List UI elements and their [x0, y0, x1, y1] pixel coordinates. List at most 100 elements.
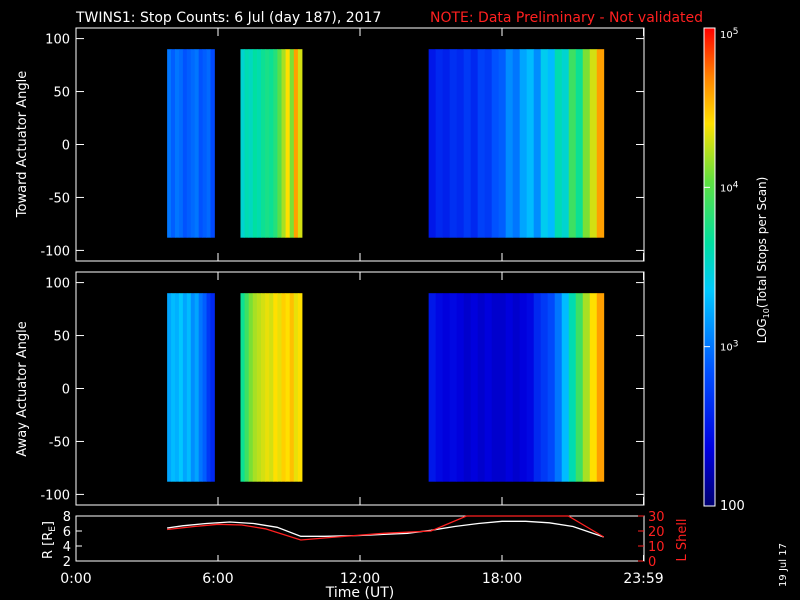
away-y-axis: 100 50 0 -50 -100: [40, 272, 645, 505]
colorbar-label-rest: (Total Stops per Scan): [755, 177, 769, 308]
colorbar-tick-exponent: 3: [733, 340, 739, 350]
toward-heatmap-cell: [175, 49, 180, 238]
toward-heatmap-cell: [206, 49, 211, 238]
away-heatmap-cell: [297, 293, 303, 482]
toward-heatmap-cell: [210, 49, 215, 238]
away-heatmap-cell: [289, 293, 295, 482]
orbit-left-axis-label-close: ]: [41, 521, 56, 526]
toward-heatmap-cell: [449, 49, 458, 238]
away-heatmap-cell: [167, 293, 172, 482]
toward-heatmap-cell: [540, 49, 549, 238]
toward-heatmap-cell: [575, 49, 584, 238]
colorbar-tick-label: 103: [720, 340, 738, 354]
toward-heatmap-cell: [248, 49, 254, 238]
toward-heatmap-cell: [484, 49, 493, 238]
away-heatmap-cell: [484, 293, 493, 482]
toward-heatmap-cell: [194, 49, 200, 238]
away-heatmap-cell: [435, 293, 444, 482]
away-heatmap-cell: [554, 293, 563, 482]
toward-heatmap-cell: [526, 49, 535, 238]
away-y-tick-label: 100: [45, 277, 70, 292]
toward-heatmap-cell: [178, 49, 184, 238]
away-heatmap-cell: [198, 293, 204, 482]
toward-heatmap-cell: [281, 49, 287, 238]
away-heatmap-cell: [456, 293, 465, 482]
away-panel: 100 50 0 -50 -100 Away Actuator Angle: [15, 271, 645, 506]
away-heatmap-cell: [202, 293, 207, 482]
away-heatmap-cell: [273, 293, 278, 482]
title-main: TWINS1: Stop Counts: 6 Jul (day 187), 20…: [75, 10, 381, 26]
colorbar-tick-base: 10: [720, 183, 733, 194]
away-heatmap-cell: [210, 293, 215, 482]
toward-heatmap-cell: [505, 49, 514, 238]
orbit-panel-frame: [75, 515, 645, 562]
toward-heatmap-cell: [265, 49, 270, 238]
colorbar-tick-base: 100: [720, 499, 745, 514]
orbit-left-axis-label-sub: E: [48, 526, 58, 532]
toward-y-tick-label: -100: [40, 244, 70, 259]
toward-y-tick-label: 50: [53, 86, 70, 101]
away-heatmap-cell: [277, 293, 282, 482]
toward-heatmap-cell: [435, 49, 444, 238]
away-heatmap-cell: [206, 293, 211, 482]
away-heatmap-cell: [449, 293, 458, 482]
away-heatmap-cell: [505, 293, 514, 482]
away-heatmap-cell: [285, 293, 291, 482]
away-heatmap-cell: [519, 293, 528, 482]
away-heatmap-cell: [293, 293, 299, 482]
away-y-axis-label: Away Actuator Angle: [15, 321, 30, 456]
away-y-tick-label: 0: [62, 383, 70, 398]
away-heatmap-cell: [178, 293, 184, 482]
toward-panel: 100 50 0 -50 -100 Toward Actuator Angle: [15, 27, 645, 262]
orbit-left-tick-label: 2: [63, 555, 71, 570]
toward-heatmap-cell: [596, 49, 605, 238]
colorbar-fill: [704, 28, 715, 506]
away-heatmap-cell: [182, 293, 188, 482]
away-heatmap-cell: [596, 293, 605, 482]
toward-heatmap-cells: [167, 49, 605, 238]
away-heatmap-cell: [186, 293, 192, 482]
away-heatmap-cell: [463, 293, 472, 482]
toward-heatmap-cell: [512, 49, 521, 238]
toward-heatmap-cell: [269, 49, 274, 238]
away-heatmap-cell: [171, 293, 176, 482]
colorbar-tick-base: 10: [720, 30, 733, 41]
orbit-left-axis-label: R [RE]: [41, 521, 58, 559]
x-axis-label: Time (UT): [325, 585, 394, 600]
toward-heatmap-cell: [498, 49, 507, 238]
toward-heatmap-cell: [442, 49, 451, 238]
away-heatmap-cell: [582, 293, 591, 482]
toward-y-axis: 100 50 0 -50 -100: [40, 28, 645, 261]
orbit-right-tick-label: 20: [648, 525, 665, 540]
toward-heatmap-cell: [582, 49, 591, 238]
away-heatmap-cell: [260, 293, 266, 482]
toward-heatmap-cell: [547, 49, 556, 238]
colorbar-label-sub: 10: [762, 308, 771, 318]
toward-heatmap-cell: [182, 49, 188, 238]
toward-heatmap-cell: [477, 49, 486, 238]
colorbar-tick-exponent: 5: [733, 27, 739, 37]
away-heatmap-cell: [265, 293, 270, 482]
orbit-right-tick-label: 0: [648, 555, 656, 570]
toward-heatmap-cell: [589, 49, 598, 238]
toward-heatmap-cell: [297, 49, 303, 238]
lshell-line: [167, 515, 605, 541]
away-heatmap-cell: [256, 293, 262, 482]
orbit-left-tick-label: 8: [63, 510, 71, 525]
away-heatmap-cell: [252, 293, 258, 482]
toward-heatmap-cell: [491, 49, 500, 238]
toward-y-axis-label: Toward Actuator Angle: [15, 71, 30, 218]
away-heatmap-cell: [491, 293, 500, 482]
toward-y-tick-label: 100: [45, 33, 70, 48]
toward-heatmap-cell: [519, 49, 528, 238]
toward-heatmap-cell: [202, 49, 207, 238]
title-note: NOTE: Data Preliminary - Not validated: [430, 10, 703, 26]
orbit-lines: [167, 515, 605, 541]
toward-heatmap-cell: [252, 49, 258, 238]
away-heatmap-cell: [240, 293, 245, 482]
away-heatmap-cell: [547, 293, 556, 482]
orbit-right-tick-label: 30: [648, 510, 665, 525]
away-y-tick-label: -50: [49, 435, 70, 450]
